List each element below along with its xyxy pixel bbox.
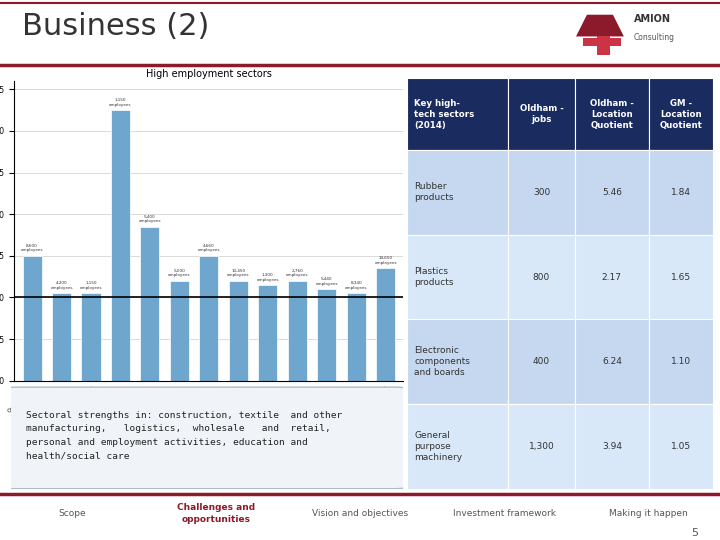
- Bar: [575, 150, 649, 235]
- Text: 800: 800: [533, 273, 550, 281]
- Text: 10,450
employees: 10,450 employees: [227, 269, 250, 278]
- Bar: [199, 256, 218, 381]
- Bar: [508, 150, 575, 235]
- Bar: [407, 78, 508, 150]
- Bar: [170, 281, 189, 381]
- Text: Scope: Scope: [58, 509, 86, 518]
- Text: 5.46: 5.46: [602, 188, 622, 197]
- Text: Oldham -
Location
Quotient: Oldham - Location Quotient: [590, 99, 634, 130]
- Text: Business (2): Business (2): [22, 12, 209, 41]
- Text: 1,300: 1,300: [528, 442, 554, 451]
- Bar: [346, 293, 366, 381]
- Text: 14,650
employees: 14,650 employees: [374, 256, 397, 265]
- Bar: [649, 320, 713, 404]
- Bar: [649, 235, 713, 320]
- Text: Key high-
tech sectors
(2014): Key high- tech sectors (2014): [415, 99, 474, 130]
- Text: Rubber
products: Rubber products: [415, 183, 454, 202]
- Bar: [649, 150, 713, 235]
- Bar: [407, 404, 508, 489]
- Bar: [52, 293, 71, 381]
- Title: High employment sectors: High employment sectors: [146, 69, 271, 79]
- Bar: [317, 289, 336, 381]
- Bar: [649, 404, 713, 489]
- Bar: [407, 150, 508, 235]
- Bar: [287, 281, 307, 381]
- Text: Vision and objectives: Vision and objectives: [312, 509, 408, 518]
- Bar: [649, 78, 713, 150]
- Text: 300: 300: [533, 188, 550, 197]
- Text: 1.10: 1.10: [670, 357, 690, 366]
- Text: Investment framework: Investment framework: [452, 509, 556, 518]
- Polygon shape: [576, 15, 624, 36]
- Text: 1,150
employees: 1,150 employees: [80, 281, 102, 290]
- Text: 8,340
employees: 8,340 employees: [345, 281, 367, 290]
- Text: 400: 400: [533, 357, 550, 366]
- Text: 4,660
employees: 4,660 employees: [197, 244, 220, 253]
- Text: Oldham -
jobs: Oldham - jobs: [520, 104, 563, 124]
- Bar: [575, 78, 649, 150]
- Bar: [508, 320, 575, 404]
- Text: 1,150
employees: 1,150 employees: [109, 98, 132, 107]
- Text: 4,200
employees: 4,200 employees: [50, 281, 73, 290]
- Text: 2,760
employees: 2,760 employees: [286, 269, 308, 278]
- Text: 1.84: 1.84: [670, 188, 690, 197]
- FancyBboxPatch shape: [583, 38, 621, 46]
- Text: 3.94: 3.94: [602, 442, 622, 451]
- Text: Consulting: Consulting: [634, 33, 675, 42]
- Text: Making it happen: Making it happen: [608, 509, 688, 518]
- Text: 1.65: 1.65: [670, 273, 690, 281]
- Text: GM -
Location
Quotient: GM - Location Quotient: [660, 99, 702, 130]
- Bar: [22, 256, 42, 381]
- Text: Sectoral strengths in: construction, textile  and other
manufacturing,   logisti: Sectoral strengths in: construction, tex…: [27, 410, 343, 460]
- Text: 1,300
employees: 1,300 employees: [256, 273, 279, 282]
- Text: 8,600
employees: 8,600 employees: [21, 244, 43, 253]
- Bar: [508, 404, 575, 489]
- FancyBboxPatch shape: [3, 387, 407, 489]
- Text: 5,400
employees: 5,400 employees: [139, 215, 161, 224]
- Bar: [140, 227, 159, 381]
- Text: 2.17: 2.17: [602, 273, 622, 281]
- Text: 5: 5: [691, 528, 698, 538]
- FancyBboxPatch shape: [597, 36, 610, 55]
- Text: Challenges and
opportunities: Challenges and opportunities: [177, 503, 255, 524]
- Text: Plastics
products: Plastics products: [415, 267, 454, 287]
- Bar: [81, 293, 101, 381]
- Bar: [407, 235, 508, 320]
- Text: 5,440
employees: 5,440 employees: [315, 277, 338, 286]
- Bar: [111, 110, 130, 381]
- Bar: [258, 285, 277, 381]
- Text: 1.05: 1.05: [670, 442, 690, 451]
- Bar: [575, 404, 649, 489]
- Bar: [376, 268, 395, 381]
- Text: General
purpose
machinery: General purpose machinery: [415, 431, 462, 462]
- Bar: [508, 78, 575, 150]
- Bar: [407, 320, 508, 404]
- Bar: [229, 281, 248, 381]
- Bar: [508, 235, 575, 320]
- Text: 6.24: 6.24: [602, 357, 622, 366]
- Text: AMION: AMION: [634, 14, 670, 24]
- Bar: [575, 235, 649, 320]
- Text: Electronic
components
and boards: Electronic components and boards: [415, 346, 470, 377]
- Text: 5,000
employees: 5,000 employees: [168, 269, 191, 278]
- Bar: [575, 320, 649, 404]
